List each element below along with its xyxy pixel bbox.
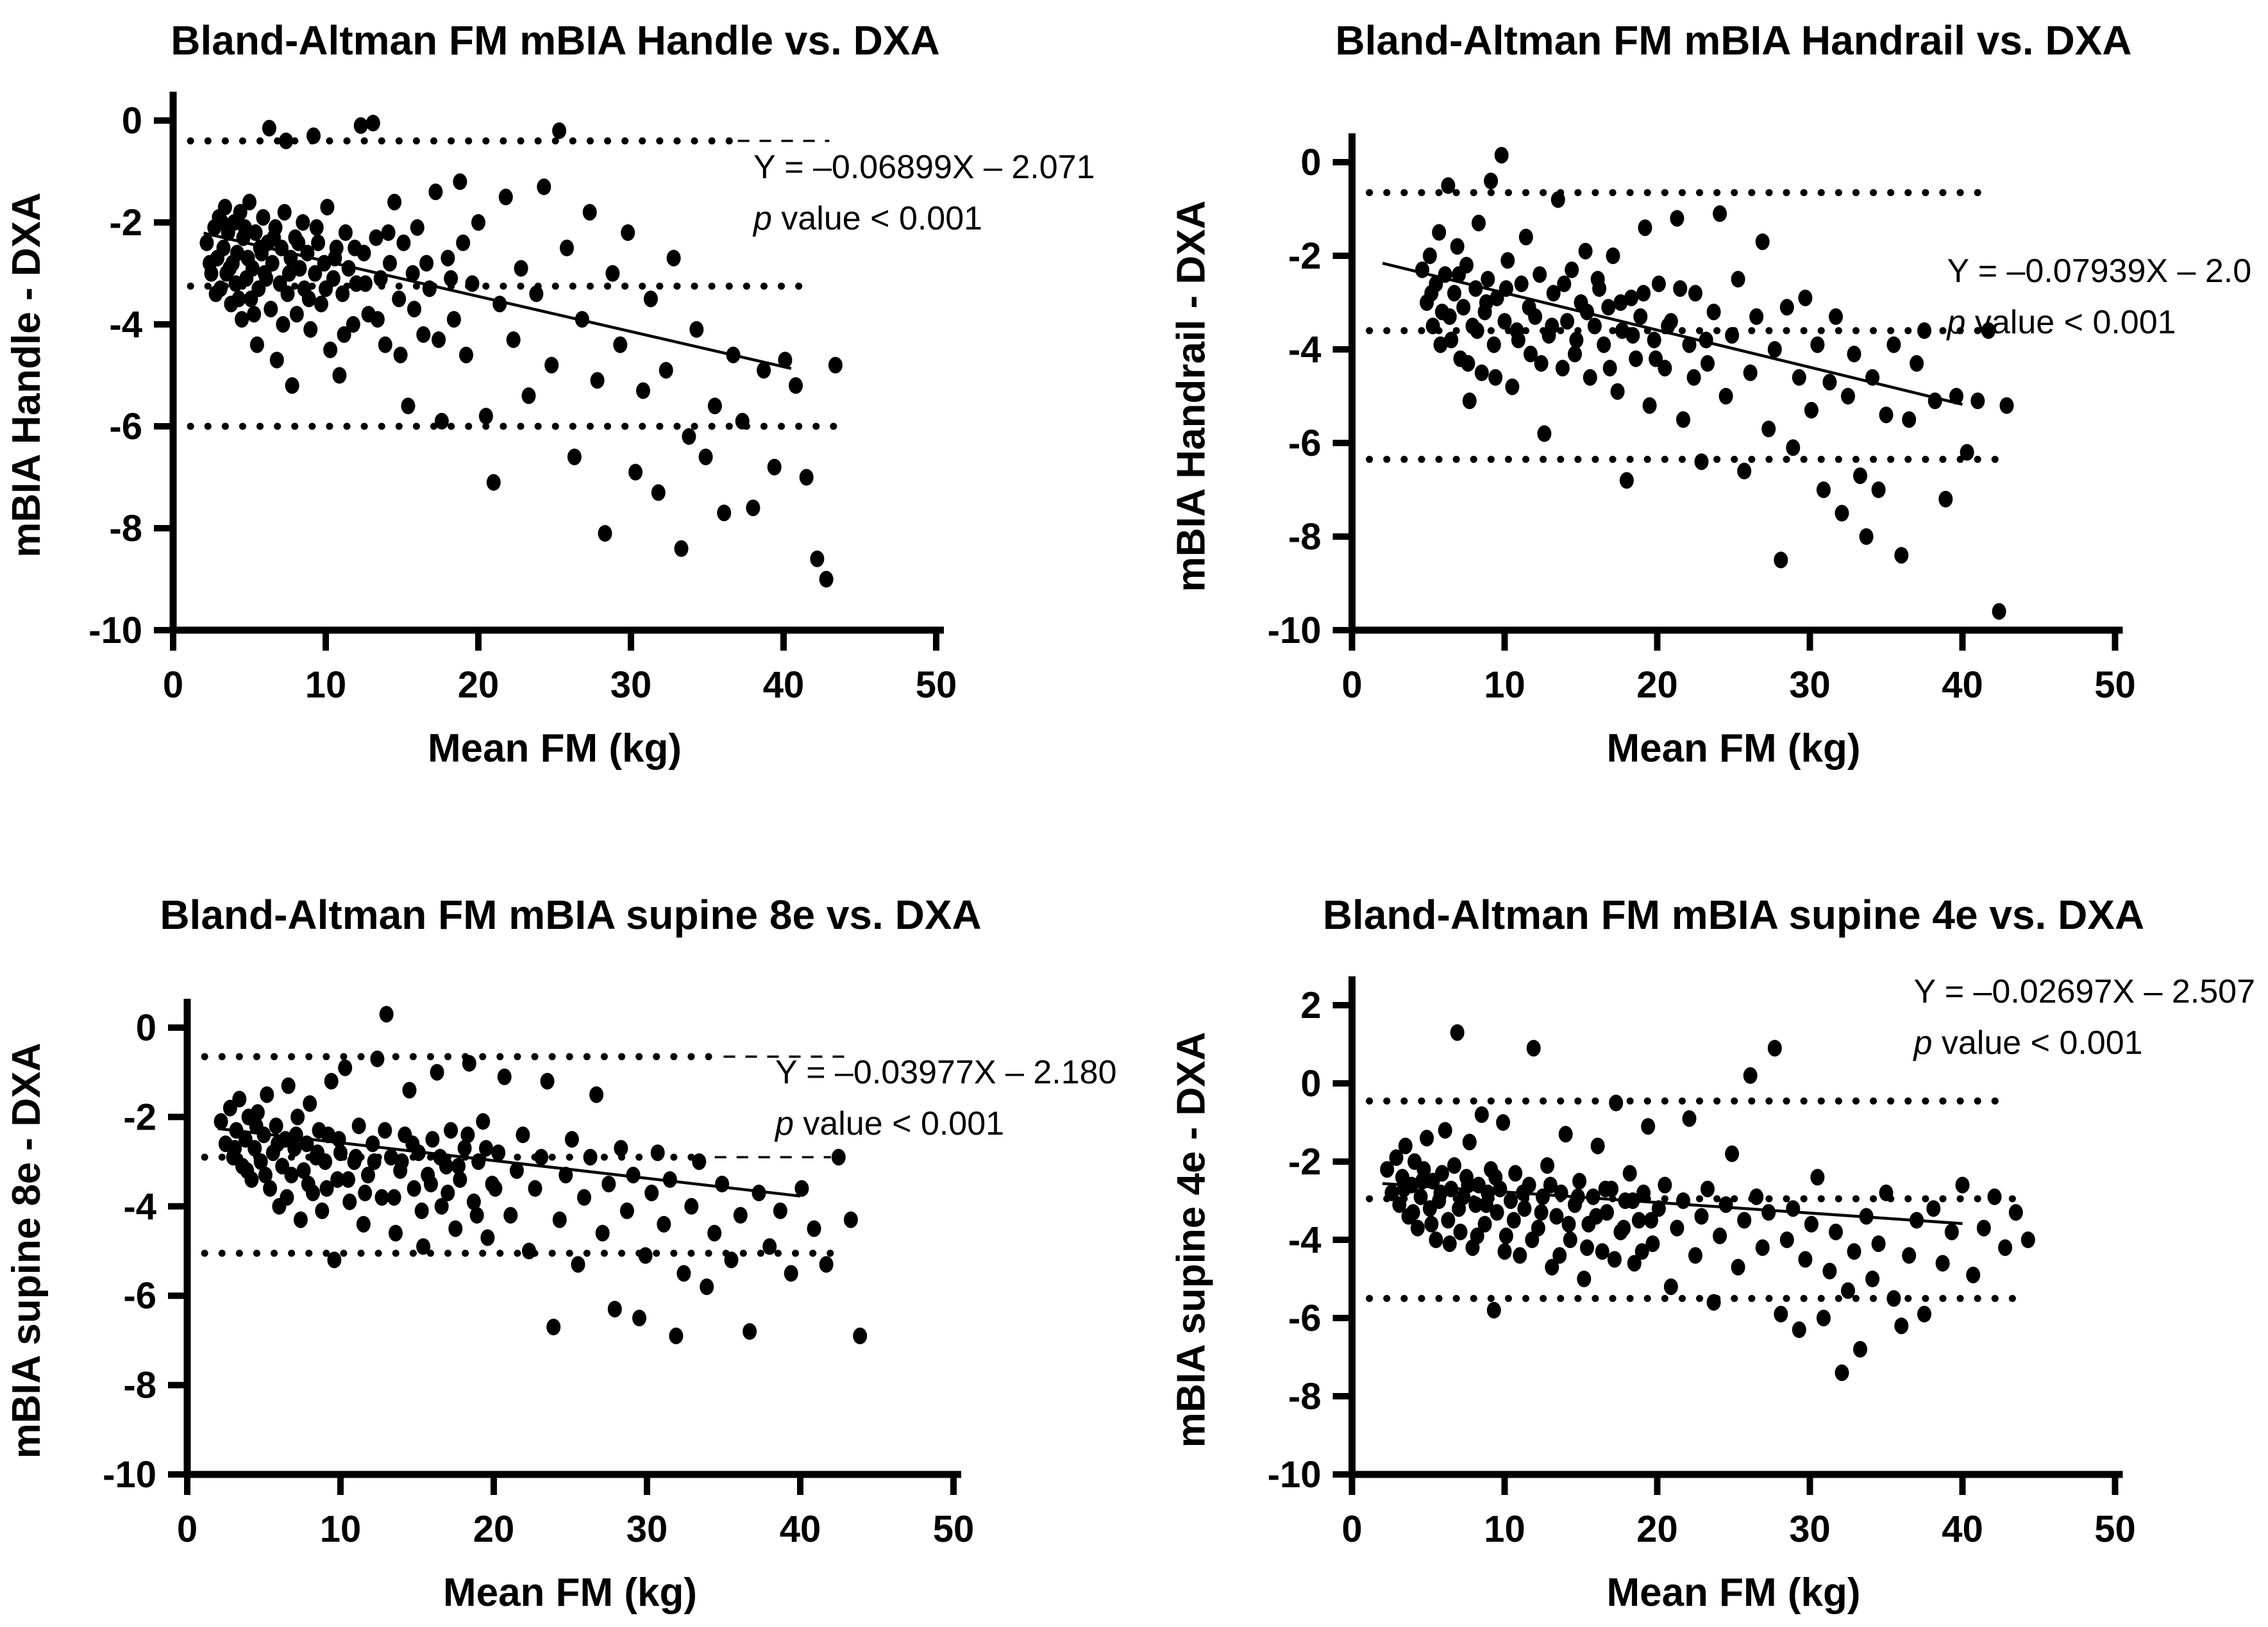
x-tick-label: 0 <box>1341 664 1362 706</box>
x-tick-label: 40 <box>1942 664 1983 706</box>
y-axis-label: mBIA supine 8e - DXA <box>4 1043 49 1459</box>
x-tick-label: 10 <box>305 664 347 706</box>
x-tick-label: 30 <box>610 664 652 706</box>
regression-equation: Y = –0.06899X – 2.071 <box>753 149 1095 186</box>
y-axis-label: mBIA Handle - DXA <box>4 192 49 558</box>
y-tick-label: -10 <box>103 1454 156 1496</box>
plot-area: 20-2-4-6-8-100 10 20 30 40 50 <box>1268 976 2136 1550</box>
x-tick-label: 30 <box>1789 664 1831 706</box>
axes: 0 -2 -4 -6 -8 -10 0 10 20 30 40 50 <box>88 92 957 706</box>
y-tick-label: 0 <box>122 100 142 142</box>
y-tick-label: -10 <box>1268 1454 1322 1496</box>
y-tick-label: 2 <box>1300 985 1321 1026</box>
y-tick-label: -6 <box>123 1275 156 1317</box>
x-tick-label: 20 <box>1636 664 1678 706</box>
y-axis-label: mBIA Handrail - DXA <box>1170 201 1214 592</box>
regression-equation: Y = –0.07939X – 2.0 <box>1947 253 2252 290</box>
y-tick-label: -8 <box>109 508 142 549</box>
y-tick-label: -2 <box>109 202 142 244</box>
x-tick-label: 0 <box>1341 1508 1362 1550</box>
scatter-points <box>214 1006 868 1344</box>
scatter-points <box>1415 147 2014 620</box>
x-axis-label: Mean FM (kg) <box>1606 726 1860 771</box>
bland-altman-panel-supine-4e: 2 0 -2 -4 -6 -8 -10 0 10 20 30 40 50 Bland-Altman FM… <box>1134 814 2268 1627</box>
y-tick-label: -10 <box>88 610 142 651</box>
y-tick-label: -6 <box>109 406 142 447</box>
x-tick-label: 50 <box>916 664 957 706</box>
p-value-text: p value < 0.001 <box>774 1105 1004 1142</box>
y-tick-label: -4 <box>1288 1219 1322 1261</box>
x-tick-label: 30 <box>1789 1508 1831 1550</box>
y-tick-label: 0 <box>1300 1063 1321 1105</box>
y-tick-label: -8 <box>123 1365 156 1406</box>
y-tick-label: -2 <box>1288 235 1322 277</box>
x-tick-label: 40 <box>763 664 805 706</box>
y-axis-label: mBIA supine 4e - DXA <box>1170 1032 1214 1448</box>
y-tick-label: -4 <box>109 304 142 346</box>
x-tick-label: 0 <box>163 664 183 706</box>
chart-title: Bland-Altman FM mBIA supine 8e vs. DXA <box>160 892 981 938</box>
x-tick-label: 50 <box>933 1508 975 1550</box>
x-axis-label: Mean FM (kg) <box>428 726 682 771</box>
x-tick-label: 20 <box>473 1508 515 1550</box>
x-axis-label: Mean FM (kg) <box>1606 1571 1860 1615</box>
x-tick-label: 10 <box>1484 664 1525 706</box>
chart-svg-handle: 0 -2 -4 -6 -8 -10 0 10 20 30 40 50 Bland-Altman FM … <box>4 17 1095 771</box>
y-tick-label: -2 <box>123 1096 156 1138</box>
bland-altman-panel-handrail: 0 -2 -4 -6 -8 -10 0 10 20 30 40 50 Bland-Altman FM … <box>1134 0 2268 814</box>
scatter-points <box>199 115 843 588</box>
regression-equation: Y = –0.02697X – 2.507 <box>1914 973 2256 1010</box>
x-tick-label: 0 <box>177 1508 197 1550</box>
y-tick-label: -4 <box>1288 329 1322 371</box>
x-tick-label: 50 <box>2094 664 2136 706</box>
x-axis-label: Mean FM (kg) <box>443 1571 697 1615</box>
chart-title: Bland-Altman FM mBIA Handle vs. DXA <box>171 17 940 63</box>
bland-altman-panel-handle: 0 -2 -4 -6 -8 -10 0 10 20 30 40 50 Bland-Altman FM … <box>0 0 1134 814</box>
x-tick-label: 20 <box>1636 1508 1678 1550</box>
y-tick-label: -2 <box>1288 1141 1322 1183</box>
chart-svg-supine-4e: 20-2-4-6-8-100 10 20 30 40 50 Bland-Altman FM… <box>1170 892 2256 1615</box>
y-tick-label: 0 <box>1300 142 1321 183</box>
p-value-text: p value < 0.001 <box>1946 304 2176 341</box>
axes: 0 -2 -4 -6 -8 -10 0 10 20 30 40 50 <box>1268 133 2136 706</box>
x-tick-label: 20 <box>458 664 500 706</box>
plot-area: 0 -2 -4 -6 -8 -10 0 10 20 30 40 50 <box>88 92 957 706</box>
chart-svg-handrail: 0 -2 -4 -6 -8 -10 0 10 20 30 40 50 Bland-Altman FM … <box>1170 17 2252 771</box>
plot-area: 0 -2 -4 -6 -8 -10 0 10 20 30 40 50 <box>103 999 974 1550</box>
bland-altman-panel-supine-8e: 0 -2 -4 -6 -8 -10 0 10 20 30 40 50 Bland-Altman FM … <box>0 814 1134 1627</box>
chart-title: Bland-Altman FM mBIA supine 4e vs. DXA <box>1323 892 2144 938</box>
axes: 20-2-4-6-8-100 10 20 30 40 50 <box>1268 976 2136 1550</box>
x-tick-label: 10 <box>1484 1508 1525 1550</box>
p-value-text: p value < 0.001 <box>752 200 982 237</box>
chart-title: Bland-Altman FM mBIA Handrail vs. DXA <box>1335 17 2131 63</box>
x-tick-label: 10 <box>320 1508 362 1550</box>
axes: 0 -2 -4 -6 -8 -10 0 10 20 30 40 50 <box>103 999 974 1550</box>
plot-area: 0 -2 -4 -6 -8 -10 0 10 20 30 40 50 <box>1268 133 2136 706</box>
x-tick-label: 30 <box>626 1508 668 1550</box>
x-tick-label: 40 <box>1942 1508 1983 1550</box>
regression-equation: Y = –0.03977X – 2.180 <box>775 1054 1117 1091</box>
y-tick-label: -10 <box>1268 610 1322 651</box>
regression-line <box>217 1127 801 1198</box>
chart-svg-supine-8e: 0 -2 -4 -6 -8 -10 0 10 20 30 40 50 Bland-Altman FM … <box>4 892 1117 1615</box>
x-tick-label: 40 <box>780 1508 821 1550</box>
y-tick-label: -6 <box>1288 422 1322 464</box>
y-tick-label: -8 <box>1288 516 1322 558</box>
p-value-text: p value < 0.001 <box>1913 1024 2143 1062</box>
y-tick-label: -6 <box>1288 1297 1322 1339</box>
y-tick-label: 0 <box>136 1007 156 1049</box>
scatter-points <box>1380 1024 2035 1381</box>
x-tick-label: 50 <box>2094 1508 2136 1550</box>
y-tick-label: -4 <box>123 1186 156 1228</box>
y-tick-label: -8 <box>1288 1376 1322 1417</box>
